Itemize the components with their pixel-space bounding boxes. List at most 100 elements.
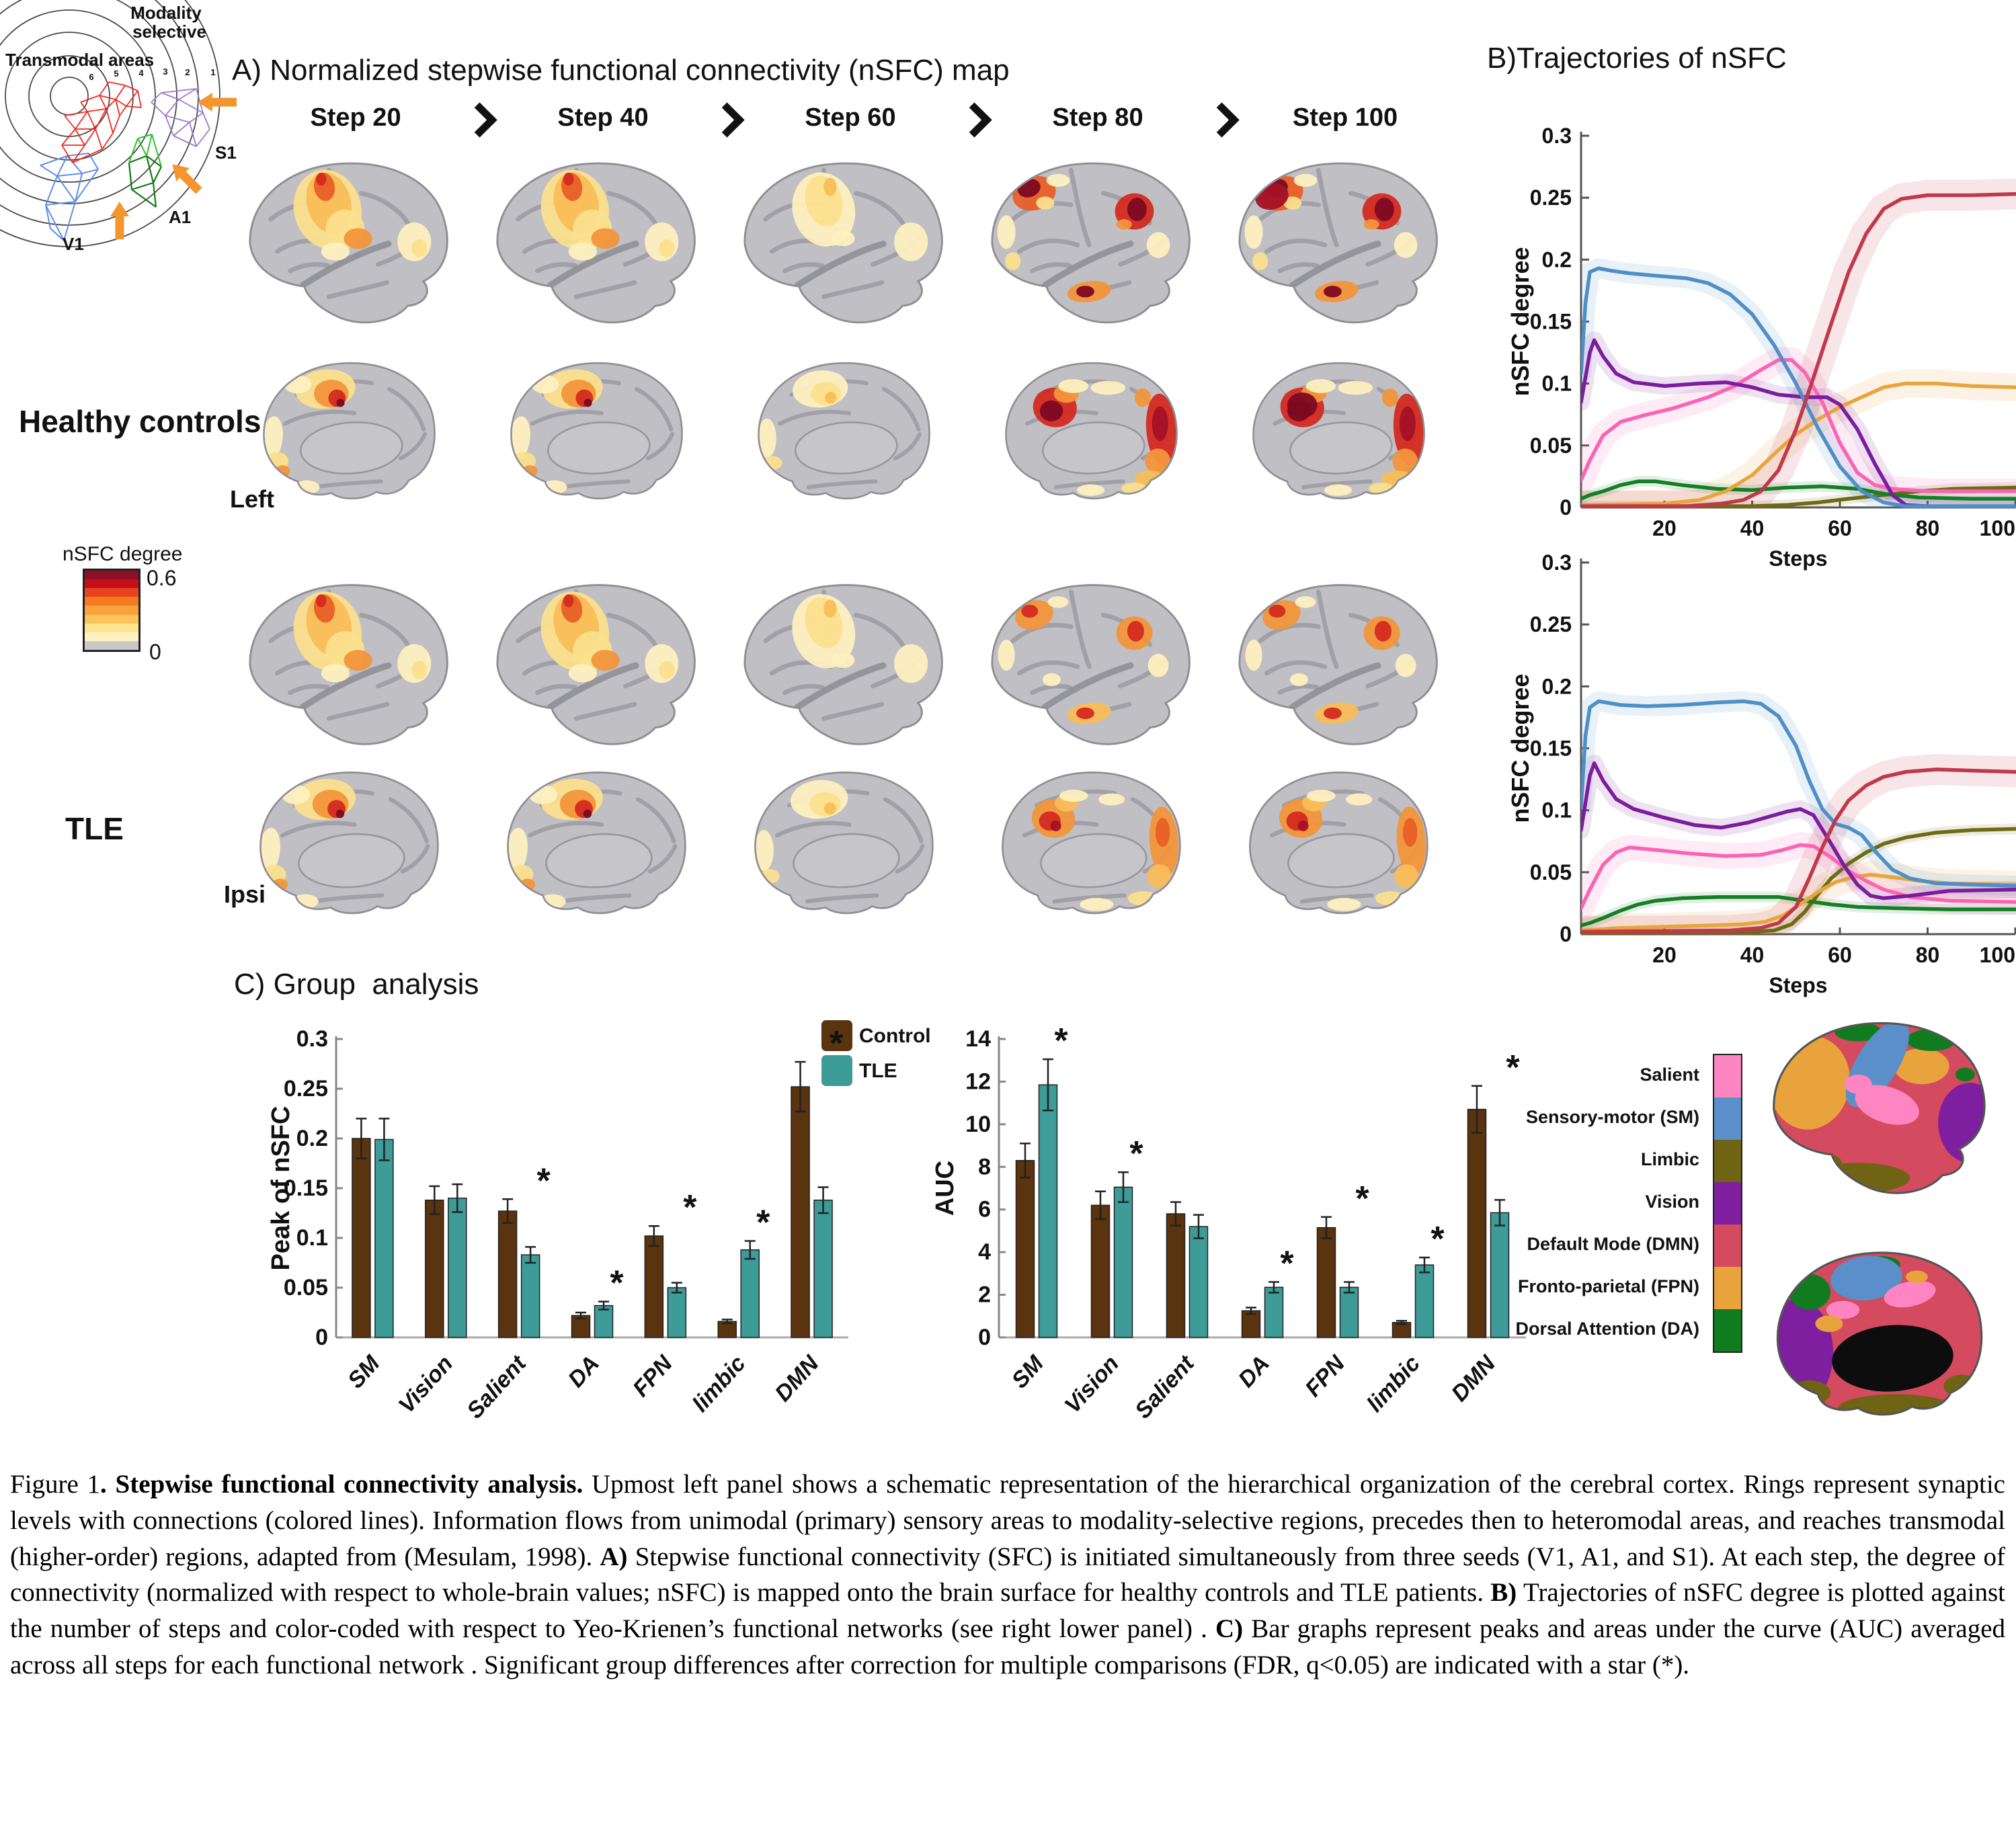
- svg-text:limbic: limbic: [688, 1351, 751, 1417]
- svg-text:A1: A1: [169, 207, 191, 227]
- brain-surface-render: [510, 362, 683, 500]
- brain-surface-render: [991, 162, 1191, 324]
- line-chart-svg: 0 0.05 0.1 0.15 0.2 0.25 0.3 20 40 60 80 100 Steps nS…: [1506, 124, 2016, 571]
- brain-map-tle-lateral-step20: [232, 561, 479, 759]
- svg-text:DA: DA: [1234, 1351, 1275, 1393]
- step-label: Step 20: [310, 103, 401, 132]
- caption-segment: C): [1215, 1614, 1244, 1644]
- svg-text:1: 1: [210, 67, 215, 77]
- svg-text:*: *: [1280, 1245, 1294, 1284]
- svg-text:40: 40: [1740, 516, 1765, 540]
- svg-text:0.05: 0.05: [284, 1275, 328, 1300]
- caption-segment: Trajectories of nSFC degree is plotted a…: [10, 1578, 2005, 1644]
- brain-surface-render: [754, 772, 934, 915]
- brain-surface-render: [743, 584, 943, 745]
- colorbar-segment: [85, 623, 138, 632]
- steps-header: Step 20 Step 40 Step 60 Step 80 Step 100: [0, 99, 1479, 140]
- svg-text:0.1: 0.1: [296, 1225, 328, 1251]
- svg-text:*: *: [610, 1264, 624, 1303]
- brain-map-tle-lateral-step100: [1221, 561, 1469, 759]
- colorbar-segment: [85, 588, 138, 597]
- colorbar: [83, 569, 140, 652]
- svg-text:0.3: 0.3: [1542, 124, 1572, 148]
- svg-text:0: 0: [1560, 495, 1572, 520]
- hemisphere-label-left: Left: [230, 485, 274, 513]
- colorbar-segment: [85, 579, 138, 589]
- svg-text:*: *: [1355, 1179, 1369, 1218]
- svg-text:0.25: 0.25: [284, 1076, 328, 1102]
- svg-text:0.25: 0.25: [1530, 612, 1572, 636]
- svg-text:2: 2: [185, 67, 190, 77]
- svg-text:0.15: 0.15: [1530, 310, 1572, 334]
- brain-map-grid: [0, 0, 1479, 961]
- network-color-swatch: [1714, 1055, 1741, 1097]
- brain-surface-render: [496, 162, 696, 324]
- colorbar-segment: [85, 614, 138, 624]
- svg-text:Modality: Modality: [130, 3, 202, 23]
- svg-text:0.05: 0.05: [1530, 860, 1572, 884]
- colorbar-segment: [85, 597, 138, 606]
- figure-caption: Figure 1. Stepwise functional connectivi…: [10, 1466, 2005, 1684]
- svg-text:*: *: [1430, 1220, 1445, 1259]
- brain-map-hc-medial-step60: [727, 343, 974, 516]
- svg-text:Steps: Steps: [1769, 546, 1827, 571]
- svg-text:DA: DA: [563, 1351, 604, 1393]
- svg-text:0.3: 0.3: [296, 1026, 328, 1052]
- brain-map-hc-medial-step40: [479, 343, 727, 516]
- network-legend: Salient Sensory-motor (SM) Limbic Vision Def…: [1465, 1054, 1748, 1356]
- svg-text:*: *: [537, 1161, 551, 1200]
- yeo-brain-svg: [1776, 1251, 1983, 1416]
- svg-text:0.1: 0.1: [1542, 798, 1572, 823]
- brain-surface-render: [991, 584, 1191, 745]
- caption-segment: Upmost left panel shows a schematic repr…: [10, 1470, 2005, 1571]
- colorbar-segment: [85, 640, 138, 650]
- brain-map-tle-medial-step20: [232, 751, 479, 931]
- svg-text:6: 6: [89, 72, 93, 82]
- colorbar-min-label: 0: [149, 640, 161, 664]
- svg-text:40: 40: [1740, 943, 1765, 967]
- svg-text:2: 2: [978, 1282, 991, 1308]
- brain-map-tle-medial-step60: [727, 751, 974, 931]
- svg-text:Steps: Steps: [1769, 973, 1827, 997]
- legend-item-label: Control: [859, 1025, 931, 1047]
- svg-text:nSFC degree: nSFC degree: [1506, 247, 1534, 396]
- svg-text:5: 5: [114, 69, 118, 79]
- brain-surface-render: [259, 772, 439, 915]
- step-label: Step 40: [557, 103, 649, 132]
- trajectory-chart-controls: 0 0.05 0.1 0.15 0.2 0.25 0.3 20 40 60 80 100 Steps nS…: [1506, 94, 2016, 578]
- svg-text:Salient: Salient: [462, 1350, 532, 1424]
- yeo-brain-svg: [1773, 1022, 1986, 1194]
- svg-text:AUC: AUC: [933, 1161, 959, 1216]
- svg-text:*: *: [683, 1188, 697, 1227]
- svg-text:0.2: 0.2: [296, 1126, 328, 1151]
- brain-map-tle-medial-step80: [974, 751, 1221, 931]
- row-label-healthy-controls: Healthy controls: [19, 404, 261, 439]
- panel-a-title: A) Normalized stepwise functional connec…: [232, 54, 1010, 87]
- brain-map-hc-medial-step100: [1221, 343, 1469, 516]
- svg-text:80: 80: [1916, 516, 1940, 540]
- svg-text:*: *: [756, 1203, 770, 1242]
- brain-surface-render: [1249, 772, 1428, 915]
- svg-text:0.1: 0.1: [1542, 372, 1572, 396]
- line-chart-svg: 0 0.05 0.1 0.15 0.2 0.25 0.3 20 40 60 80 100 Steps nS…: [1506, 550, 2016, 997]
- brain-map-hc-lateral-step40: [479, 138, 727, 339]
- auc-bar-chart: 0 2 4 6 8 10 12 14 AUC * SM * Vision Salient * DA * FPN * l…: [931, 1000, 1531, 1470]
- svg-text:Transmodal areas: Transmodal areas: [5, 50, 154, 70]
- colorbar-title: nSFC degree: [63, 543, 183, 565]
- svg-text:0: 0: [315, 1325, 328, 1350]
- brain-surface-render: [249, 162, 448, 324]
- caption-segment: . Stepwise functional connectivity analy…: [100, 1470, 583, 1499]
- network-color-swatch: [1714, 1140, 1741, 1182]
- svg-text:FPN: FPN: [1300, 1350, 1350, 1402]
- svg-text:V1: V1: [63, 234, 84, 254]
- brain-surface-render: [1002, 772, 1181, 915]
- svg-text:*: *: [1129, 1134, 1143, 1173]
- svg-text:Peak of nSFC: Peak of nSFC: [269, 1106, 295, 1271]
- hemisphere-label-ipsi: Ipsi: [224, 880, 266, 908]
- svg-text:6: 6: [978, 1197, 991, 1222]
- svg-text:selective: selective: [132, 22, 206, 42]
- caption-segment: B): [1490, 1578, 1517, 1608]
- network-label-vision: Vision: [1645, 1192, 1699, 1212]
